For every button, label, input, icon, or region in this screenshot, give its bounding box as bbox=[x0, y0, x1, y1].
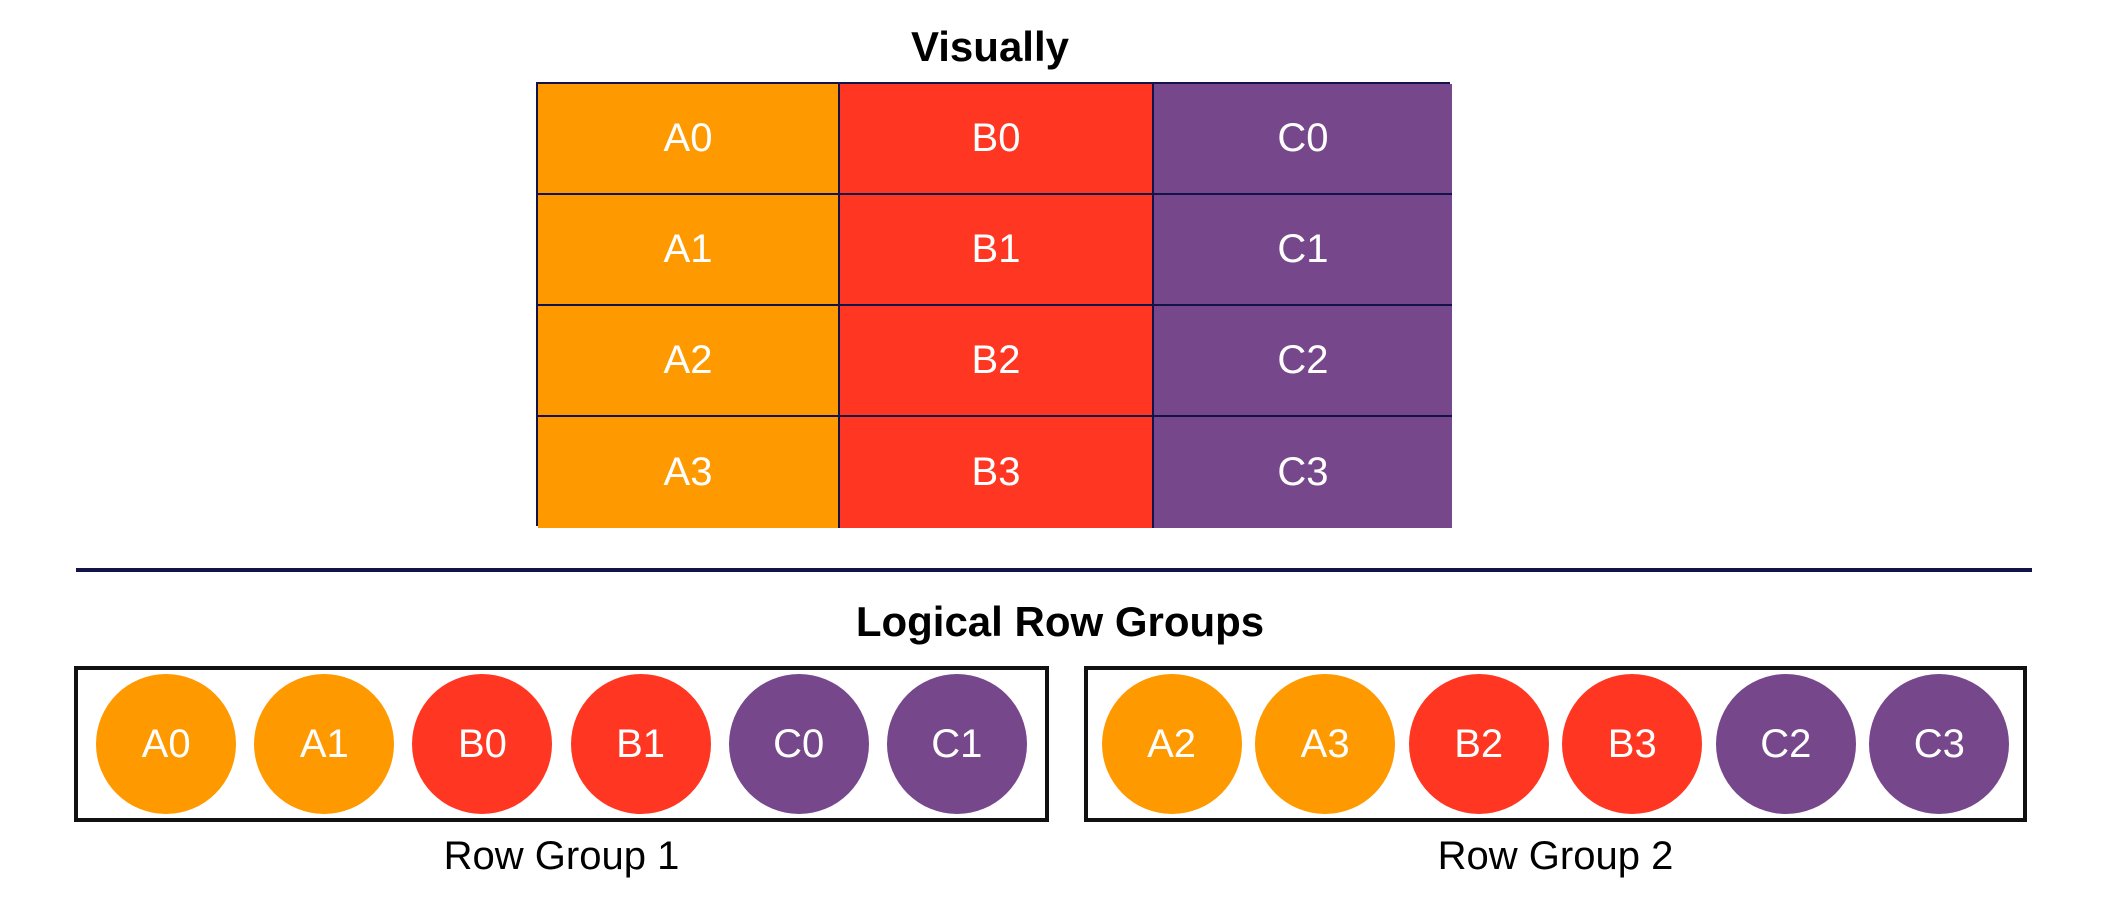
section-divider bbox=[76, 568, 2032, 572]
row-group-2-label: Row Group 2 bbox=[1437, 834, 1674, 878]
row-group-1-item-a1: A1 bbox=[254, 674, 395, 814]
table-cell-b2: B2 bbox=[840, 306, 1154, 417]
row-group-1-box: A0 A1 B0 B1 C0 C1 bbox=[74, 666, 1049, 822]
column-table: A0 B0 C0 A1 B1 C1 A2 B2 C2 A3 B3 C3 bbox=[536, 82, 1452, 528]
row-group-1-item-c1: C1 bbox=[886, 674, 1027, 814]
table-cell-a1: A1 bbox=[538, 195, 840, 306]
table-cell-a2: A2 bbox=[538, 306, 840, 417]
table-cell-a3: A3 bbox=[538, 417, 840, 528]
table-cell-b0: B0 bbox=[840, 84, 1154, 195]
row-group-1-item-b0: B0 bbox=[412, 674, 553, 814]
table-cell-b3: B3 bbox=[840, 417, 1154, 528]
row-group-2-item-b3: B3 bbox=[1562, 674, 1703, 814]
visual-title: Visually bbox=[911, 23, 1069, 70]
row-group-2-box: A2 A3 B2 B3 C2 C3 bbox=[1084, 666, 2027, 822]
row-group-1-item-b1: B1 bbox=[570, 674, 711, 814]
row-group-2-item-a2: A2 bbox=[1101, 674, 1242, 814]
table-cell-a0: A0 bbox=[538, 84, 840, 195]
table-cell-c2: C2 bbox=[1154, 306, 1452, 417]
row-group-1-label: Row Group 1 bbox=[443, 834, 680, 878]
table-cell-b1: B1 bbox=[840, 195, 1154, 306]
row-group-2-item-c3: C3 bbox=[1869, 674, 2010, 814]
logical-title: Logical Row Groups bbox=[855, 598, 1265, 645]
table-cell-c3: C3 bbox=[1154, 417, 1452, 528]
table-cell-c0: C0 bbox=[1154, 84, 1452, 195]
row-group-2-item-a3: A3 bbox=[1255, 674, 1396, 814]
table-cell-c1: C1 bbox=[1154, 195, 1452, 306]
row-group-1-item-c0: C0 bbox=[728, 674, 869, 814]
row-group-1-item-a0: A0 bbox=[96, 674, 237, 814]
row-group-2-item-b2: B2 bbox=[1408, 674, 1549, 814]
row-group-2-item-c2: C2 bbox=[1715, 674, 1856, 814]
